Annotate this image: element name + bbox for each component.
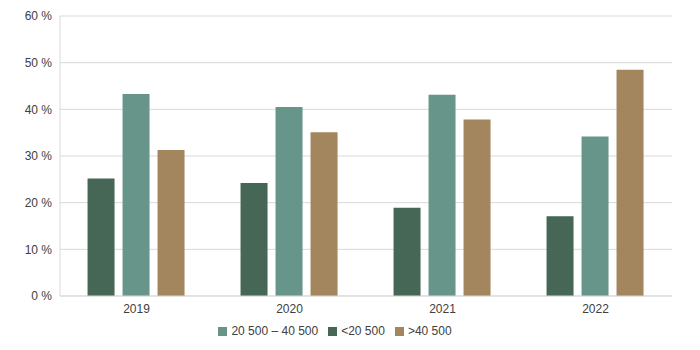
svg-text:2021: 2021 bbox=[429, 302, 456, 316]
svg-text:60 %: 60 % bbox=[25, 9, 53, 23]
html-text:<20 500: <20 500 bbox=[341, 324, 385, 338]
svg-text:30 %: 30 % bbox=[25, 149, 53, 163]
html-text:20 500 – 40 500: 20 500 – 40 500 bbox=[231, 324, 319, 338]
svg-text:20 %: 20 % bbox=[25, 196, 53, 210]
svg-text:10 %: 10 % bbox=[25, 243, 53, 257]
svg-text:2020: 2020 bbox=[276, 302, 303, 316]
html-text:>40 500: >40 500 bbox=[407, 324, 452, 338]
svg-text:0 %: 0 % bbox=[31, 289, 52, 303]
svg-text:40 %: 40 % bbox=[25, 103, 53, 117]
svg-text:2019: 2019 bbox=[123, 302, 150, 316]
svg-text:2022: 2022 bbox=[582, 302, 609, 316]
svg-text:50 %: 50 % bbox=[25, 56, 53, 70]
